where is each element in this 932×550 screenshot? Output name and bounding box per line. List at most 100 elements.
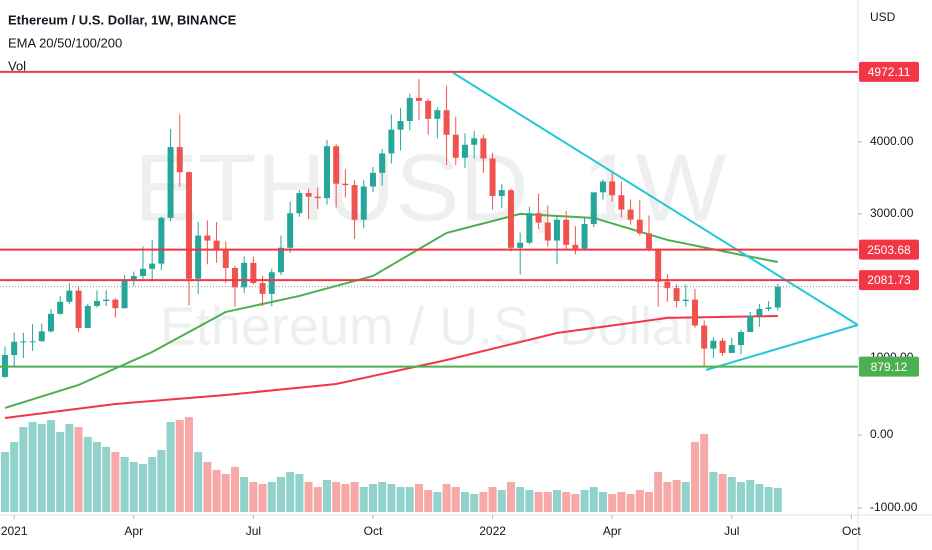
- candle-body: [636, 219, 643, 234]
- volume-bar: [580, 490, 589, 512]
- volume-bar: [626, 494, 635, 512]
- volume-bar: [433, 492, 442, 512]
- ema-line: [4, 314, 778, 419]
- volume-bar: [387, 484, 396, 512]
- candle-body: [277, 247, 284, 273]
- volume-bar: [0, 452, 9, 512]
- volume-bar: [267, 482, 276, 512]
- candle-body: [185, 172, 192, 279]
- candle-body: [507, 190, 514, 248]
- candle-body: [765, 307, 772, 309]
- volume-bar: [451, 487, 460, 512]
- candle-body: [434, 110, 441, 119]
- volume-bar: [690, 442, 699, 512]
- candle-body: [66, 290, 73, 302]
- candle-body: [204, 235, 211, 241]
- candle-body: [388, 129, 395, 154]
- x-tick-label: 2022: [479, 524, 506, 538]
- volume-bar: [368, 484, 377, 512]
- candle-body: [250, 262, 257, 284]
- candle-body: [158, 217, 165, 264]
- trendline: [452, 71, 859, 326]
- candle-body: [296, 193, 303, 214]
- volume-bar: [28, 422, 37, 512]
- volume-bar: [138, 464, 147, 512]
- candle-body: [701, 325, 708, 349]
- candle-body: [213, 240, 220, 250]
- volume-bar: [83, 437, 92, 512]
- volume-bar: [736, 482, 745, 512]
- volume-bar: [166, 422, 175, 512]
- level-label: 4972.11: [868, 65, 911, 79]
- candle-body: [195, 235, 202, 279]
- volume-bar: [746, 480, 755, 512]
- volume-bar: [534, 492, 543, 512]
- volume-bar: [286, 472, 295, 512]
- candle-body: [673, 288, 680, 302]
- volume-bar: [562, 492, 571, 512]
- watermark-subtitle: Ethereum / U.S. Dollar: [160, 296, 700, 356]
- volume-bar: [74, 427, 83, 512]
- volume-bar: [212, 470, 221, 512]
- volume-bar: [230, 467, 239, 512]
- candle-body: [719, 340, 726, 353]
- candle-body: [333, 146, 340, 184]
- level-label-box: [859, 270, 919, 291]
- candle-body: [406, 97, 413, 122]
- x-tick-label: Jul: [246, 524, 261, 538]
- volume-bar: [589, 487, 598, 512]
- volume-bar: [552, 490, 561, 512]
- candle-body: [618, 195, 625, 210]
- volume-bar: [709, 472, 718, 512]
- candle-body: [139, 268, 146, 277]
- watermark: ETHUSD, 1W: [134, 134, 726, 241]
- volume-bar: [396, 487, 405, 512]
- volume-bar: [56, 432, 65, 512]
- volume-bar: [672, 480, 681, 512]
- y-tick-label: 4000.00: [870, 134, 914, 148]
- volume-bar: [111, 452, 120, 512]
- candle-body: [351, 185, 358, 220]
- candle-body: [57, 301, 64, 314]
- candle-body: [305, 193, 312, 197]
- volume-bar: [506, 482, 515, 512]
- volume-bar: [755, 484, 764, 512]
- x-tick-label: Apr: [124, 524, 143, 538]
- candle-body: [728, 345, 735, 353]
- x-tick-label: 2021: [1, 524, 28, 538]
- y2-tick-label: -1000.00: [870, 500, 918, 514]
- volume-bar: [378, 482, 387, 512]
- volume-bar: [608, 494, 617, 512]
- candle-body: [756, 309, 763, 316]
- candle-body: [544, 222, 551, 241]
- level-label: 2503.68: [867, 243, 911, 257]
- y2-tick-label: 0.00: [870, 427, 894, 441]
- volume-bar: [479, 492, 488, 512]
- candle-body: [47, 313, 54, 332]
- candle-body: [480, 138, 487, 159]
- level-label-box: [859, 356, 919, 377]
- volume-bar: [184, 417, 193, 512]
- volume-bar: [240, 477, 249, 512]
- volume-bar: [46, 420, 55, 512]
- candle-body: [774, 286, 781, 308]
- volume-bar: [654, 472, 663, 512]
- candle-body: [11, 341, 18, 356]
- candle-body: [149, 263, 156, 269]
- candle-body: [241, 262, 248, 288]
- candle-body: [112, 299, 119, 309]
- volume-bar: [442, 484, 451, 512]
- volume-bar: [221, 474, 230, 512]
- volume-bar: [304, 482, 313, 512]
- candle-body: [20, 341, 27, 343]
- x-tick-label: Oct: [842, 524, 861, 538]
- volume-bar: [598, 492, 607, 512]
- candle-body: [75, 290, 82, 328]
- volume-bar: [700, 434, 709, 512]
- candle-body: [415, 97, 422, 101]
- candle-body: [259, 283, 266, 294]
- candle-body: [167, 147, 174, 218]
- candle-body: [287, 213, 294, 248]
- candle-body: [121, 280, 128, 309]
- candle-body: [323, 146, 330, 199]
